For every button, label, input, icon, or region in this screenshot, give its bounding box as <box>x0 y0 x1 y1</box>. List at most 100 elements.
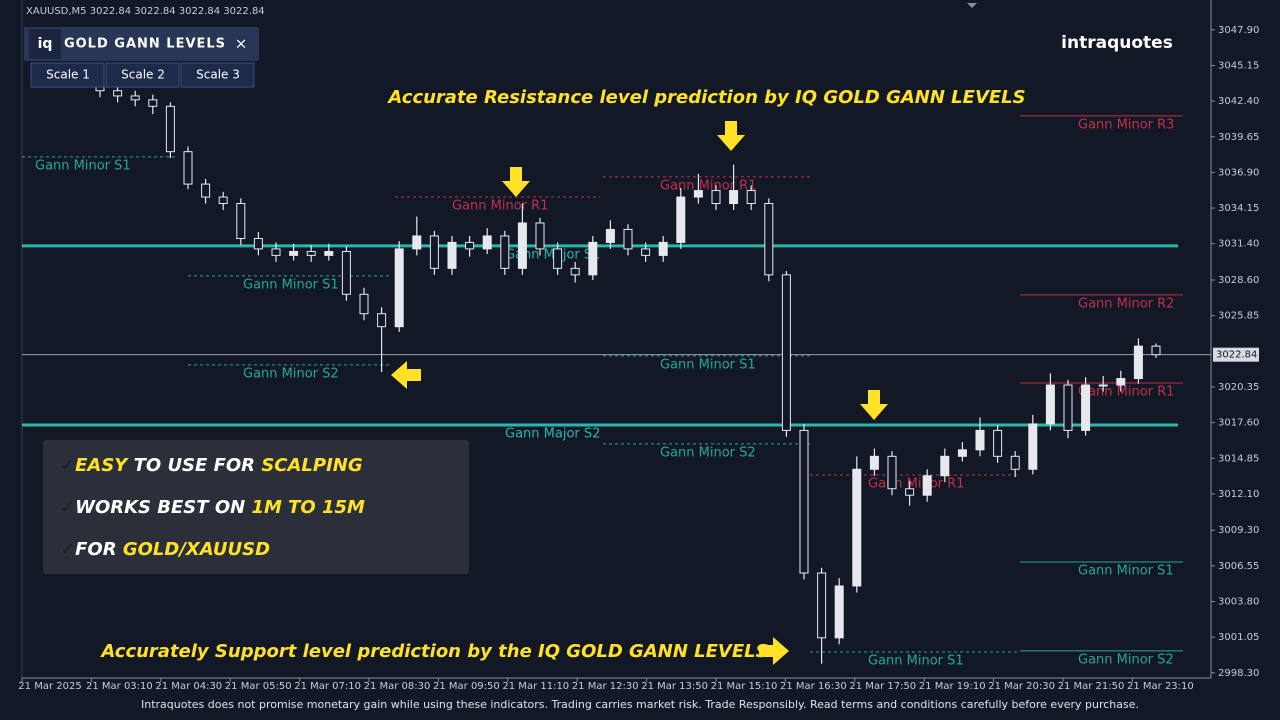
candle-body <box>922 475 932 496</box>
annotation: Accurately Support level prediction by t… <box>99 641 768 662</box>
gann-level-label: Gann Minor S1 <box>868 653 964 668</box>
info-segment: WORKS BEST ON <box>75 497 251 518</box>
panel-logo-box <box>29 29 61 59</box>
candle-body <box>183 151 193 185</box>
gann-level-label: Gann Minor S2 <box>243 366 339 381</box>
x-tick-label: 21 Mar 09:50 <box>433 681 500 692</box>
x-tick-label: 21 Mar 21:50 <box>1058 681 1125 692</box>
tab[interactable] <box>30 62 105 88</box>
candle-body <box>148 99 158 107</box>
x-tick-label: 21 Mar 2025 <box>18 681 81 692</box>
candle-body <box>1133 345 1143 380</box>
candle-body <box>781 274 791 431</box>
info-segment: EASY <box>75 455 129 476</box>
candle-body <box>676 196 686 243</box>
candle-body <box>940 455 950 477</box>
gann-level-label: Gann Minor R1 <box>660 178 756 193</box>
x-tick-label: 21 Mar 15:10 <box>711 681 778 692</box>
candle-body <box>1010 455 1020 470</box>
candle-body <box>201 183 211 198</box>
info-line: ✓FOR GOLD/XAUUSD <box>60 539 270 560</box>
candle-body <box>693 190 703 198</box>
candle-body <box>1116 378 1126 386</box>
y-tick-label: 3039.65 <box>1218 132 1259 143</box>
candle-body <box>1045 384 1055 425</box>
x-tick-label: 21 Mar 04:30 <box>155 681 222 692</box>
panel-close[interactable]: × <box>235 35 248 53</box>
y-tick-label: 3042.40 <box>1218 96 1259 107</box>
tab[interactable] <box>180 62 255 88</box>
x-tick-label: 21 Mar 08:30 <box>364 681 431 692</box>
candle-body <box>289 250 299 256</box>
x-tick-label: 21 Mar 20:30 <box>988 681 1055 692</box>
gann-level-label: Gann Minor S1 <box>35 158 131 173</box>
candle-body <box>236 203 246 240</box>
candle-body <box>588 241 598 276</box>
arrow-down <box>860 390 888 420</box>
x-tick-label: 21 Mar 23:10 <box>1127 681 1194 692</box>
panel-title: GOLD GANN LEVELS <box>64 37 226 52</box>
info-segment: SCALPING <box>261 455 362 476</box>
y-tick-label: 3028.60 <box>1218 275 1259 286</box>
candle-body <box>1063 384 1073 431</box>
x-tick-label: 21 Mar 07:10 <box>294 681 361 692</box>
candle-body <box>729 190 739 205</box>
candle-body <box>429 235 439 269</box>
info-segment: ✓ <box>60 497 75 518</box>
info-line: ✓EASY TO USE FOR SCALPING <box>60 455 363 476</box>
candle-body <box>799 429 809 574</box>
y-tick-label: 3001.05 <box>1218 632 1259 643</box>
arrows <box>391 121 888 665</box>
tab[interactable] <box>105 62 180 88</box>
y-tick-label: 3045.15 <box>1218 60 1259 71</box>
plot-area: Gann Major S1 Gann Major S2 Gann Minor S1 G… <box>22 80 1211 668</box>
candle-body <box>852 468 862 587</box>
gann-level-label: Gann Minor R1 <box>1078 384 1174 399</box>
tabs: Scale 1 Scale 2 Scale 3 <box>30 62 255 88</box>
candle-body <box>394 248 404 328</box>
candle-body <box>975 429 985 451</box>
x-tick-label: 21 Mar 19:10 <box>919 681 986 692</box>
candle-body <box>465 241 475 250</box>
candle-body <box>1081 384 1091 431</box>
candle-body <box>1028 423 1038 470</box>
gann-level-label: Gann Minor R2 <box>1078 296 1174 311</box>
last-price-label: 3022.84 <box>1216 350 1257 361</box>
y-tick-label: 3014.85 <box>1218 453 1259 464</box>
candle-body <box>165 105 175 153</box>
candle-body <box>553 248 563 269</box>
candle-body <box>764 203 774 276</box>
candle-body <box>746 190 756 205</box>
arrow-right <box>759 637 789 665</box>
candle-body <box>324 250 334 256</box>
gann-level-label: Gann Minor S1 <box>660 357 756 372</box>
tab-label: Scale 2 <box>121 68 165 82</box>
candle-body <box>711 190 721 205</box>
y-tick-label: 3036.90 <box>1218 167 1259 178</box>
candle-body <box>412 235 422 250</box>
y-tick-label: 3020.35 <box>1218 382 1259 393</box>
info-box <box>43 440 469 574</box>
candle-body <box>359 293 369 315</box>
gann-level-label: Gann Minor R1 <box>868 476 964 491</box>
y-tick-label: 3031.40 <box>1218 239 1259 250</box>
y-tick-label: 2998.30 <box>1218 668 1259 679</box>
candle-body <box>570 267 580 276</box>
info-lines: ✓EASY TO USE FOR SCALPING✓WORKS BEST ON … <box>60 455 365 560</box>
scroll-marker <box>967 3 977 8</box>
candle-body <box>905 488 915 496</box>
footer: Intraquotes does not promise monetary ga… <box>141 698 1139 711</box>
last-price-box <box>1213 347 1259 362</box>
y-tick-label: 3017.60 <box>1218 418 1259 429</box>
gann-level-label: Gann Minor R1 <box>452 199 548 214</box>
candle-body <box>482 235 492 250</box>
gann-level-label: Gann Minor R3 <box>1078 117 1174 132</box>
candle-body <box>641 248 651 256</box>
x-tick-label: 21 Mar 12:30 <box>572 681 639 692</box>
tab-label: Scale 3 <box>196 68 240 82</box>
candle-body <box>218 196 228 205</box>
panel-logo: iq <box>38 36 53 52</box>
x-tick-label: 21 Mar 11:10 <box>502 681 569 692</box>
candle-body <box>605 228 615 243</box>
brand: intraquotes <box>1061 33 1173 53</box>
